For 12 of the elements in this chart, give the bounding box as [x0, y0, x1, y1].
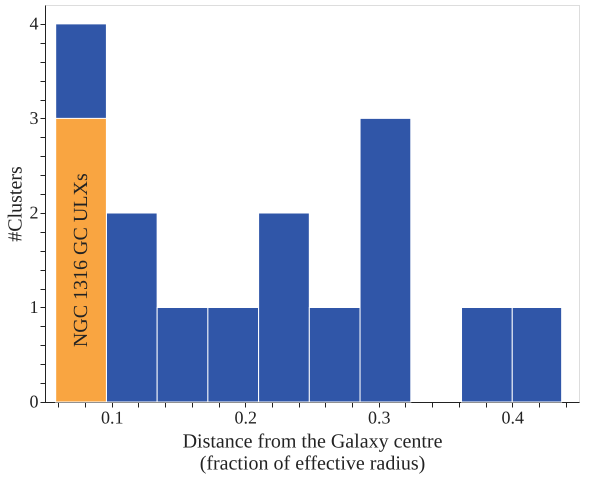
y-tick-label: 0	[30, 392, 38, 412]
y-axis-title: #Clusters	[4, 166, 26, 242]
x-tick-label: 0.4	[502, 408, 524, 428]
x-axis-title: Distance from the Galaxy centre (fraction of effective radius)	[182, 430, 443, 474]
y-tick-label: 4	[30, 13, 38, 34]
x-tick-label: 0.3	[368, 408, 390, 428]
y-tick-label: 1	[30, 296, 38, 317]
y-tick-label: 2	[30, 202, 38, 222]
series-label: NGC 1316 GC ULXs	[70, 173, 92, 348]
x-tick-label: 0.1	[101, 408, 124, 428]
x-tick-label: 0.2	[234, 408, 257, 428]
y-tick-label: 3	[30, 108, 38, 128]
